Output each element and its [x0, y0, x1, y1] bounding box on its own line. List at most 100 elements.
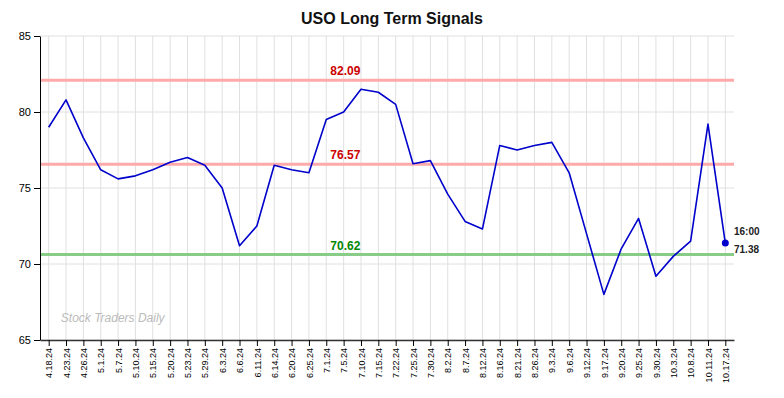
y-tick: 75: [19, 182, 40, 194]
x-tick: 4.26.24: [79, 340, 89, 378]
x-tick-label: 9.12.24: [582, 348, 592, 378]
x-tick: 7.10.24: [357, 340, 367, 378]
price-line: [49, 89, 726, 294]
x-tick-label: 7.5.24: [339, 348, 349, 373]
x-tick-mark: [448, 340, 449, 346]
x-tick-label: 10.11.24: [704, 348, 714, 382]
x-tick: 8.21.24: [513, 340, 523, 378]
last-point-label: 71.38: [734, 244, 759, 255]
x-tick: 7.5.24: [339, 340, 349, 373]
x-tick-label: 10.3.24: [669, 348, 679, 378]
x-tick: 9.6.24: [565, 340, 575, 373]
x-tick-mark: [465, 340, 466, 346]
x-tick: 10.8.24: [686, 340, 696, 378]
x-tick: 6.25.24: [305, 340, 315, 378]
x-tick-label: 5.10.24: [131, 348, 141, 378]
grid-line-y: [40, 112, 734, 113]
y-tick-label: 70: [19, 258, 31, 270]
x-tick: 6.6.24: [235, 340, 245, 373]
y-tick-label: 85: [19, 30, 31, 42]
chart: USO Long Term Signals65707580854.18.244.…: [0, 0, 784, 398]
x-tick: 9.3.24: [547, 340, 557, 373]
marks: [40, 80, 734, 294]
x-tick-mark: [361, 340, 362, 346]
x-tick: 10.3.24: [669, 340, 679, 378]
x-tick-mark: [396, 340, 397, 346]
x-tick-mark: [309, 340, 310, 346]
x-tick-label: 7.10.24: [357, 348, 367, 378]
reference-line: [40, 79, 734, 82]
y-tick-mark: [34, 340, 40, 341]
plot: 65707580854.18.244.23.244.26.245.1.245.7…: [19, 30, 760, 383]
x-tick: 7.1.24: [322, 340, 332, 373]
x-tick: 5.1.24: [96, 340, 106, 373]
x-tick-mark: [673, 340, 674, 346]
x-tick-mark: [66, 340, 67, 346]
x-tick: 4.18.24: [44, 340, 54, 378]
reference-label: 76.57: [330, 148, 360, 162]
x-tick: 4.23.24: [62, 340, 72, 378]
x-tick-label: 9.20.24: [617, 348, 627, 378]
x-tick-label: 8.2.24: [443, 348, 453, 373]
x-tick-label: 5.29.24: [200, 348, 210, 378]
x-tick-label: 7.22.24: [391, 348, 401, 378]
x-tick: 6.3.24: [218, 340, 228, 373]
grid: [40, 36, 734, 340]
x-tick-mark: [725, 340, 726, 346]
x-tick-label: 7.25.24: [409, 348, 419, 378]
x-tick-label: 5.20.24: [166, 348, 176, 378]
grid-line-y: [40, 264, 734, 265]
y-tick-label: 80: [19, 106, 31, 118]
x-tick-mark: [101, 340, 102, 346]
x-tick-label: 5.1.24: [96, 348, 106, 373]
x-tick: 5.29.24: [200, 340, 210, 378]
x-tick-mark: [500, 340, 501, 346]
x-tick-label: 7.1.24: [322, 348, 332, 373]
reference-line: [40, 253, 734, 256]
x-tick-mark: [691, 340, 692, 346]
x-tick-mark: [639, 340, 640, 346]
x-tick-label: 7.30.24: [426, 348, 436, 378]
x-tick-label: 9.3.24: [547, 348, 557, 373]
x-tick: 9.12.24: [582, 340, 592, 378]
x-tick-label: 9.17.24: [600, 348, 610, 378]
x-tick-label: 5.7.24: [114, 348, 124, 373]
x-tick: 9.20.24: [617, 340, 627, 378]
x-axis-line: [41, 340, 735, 342]
y-tick: 80: [19, 106, 40, 118]
x-tick-mark: [274, 340, 275, 346]
y-tick-label: 75: [19, 182, 31, 194]
x-tick-mark: [604, 340, 605, 346]
x-tick-mark: [534, 340, 535, 346]
x-tick-mark: [187, 340, 188, 346]
y-tick-mark: [34, 36, 40, 37]
x-tick: 10.17.24: [721, 340, 731, 383]
x-tick-mark: [587, 340, 588, 346]
x-tick: 8.2.24: [443, 340, 453, 373]
x-tick-label: 8.21.24: [513, 348, 523, 378]
x-tick-label: 6.20.24: [287, 348, 297, 378]
x-tick-mark: [708, 340, 709, 346]
x-tick-label: 9.30.24: [652, 348, 662, 378]
x-tick-mark: [552, 340, 553, 346]
x-tick: 7.22.24: [391, 340, 401, 378]
x-tick-label: 8.16.24: [495, 348, 505, 378]
y-tick: 85: [19, 30, 40, 42]
x-tick-mark: [569, 340, 570, 346]
x-tick-mark: [240, 340, 241, 346]
x-tick: 5.15.24: [148, 340, 158, 378]
x-tick-mark: [413, 340, 414, 346]
annotations: 82.0976.5770.6216:0071.38Stock Traders D…: [61, 64, 760, 325]
x-tick: 6.20.24: [287, 340, 297, 378]
x-tick: 10.11.24: [704, 340, 714, 382]
watermark: Stock Traders Daily: [61, 311, 166, 325]
x-tick-mark: [326, 340, 327, 346]
x-tick: 8.12.24: [478, 340, 488, 378]
x-tick-label: 10.17.24: [721, 348, 731, 383]
x-tick-label: 6.6.24: [235, 348, 245, 373]
x-tick-mark: [378, 340, 379, 346]
x-tick: 5.10.24: [131, 340, 141, 378]
title: USO Long Term Signals: [301, 10, 483, 27]
x-tick-mark: [83, 340, 84, 346]
x-tick: 9.25.24: [634, 340, 644, 378]
